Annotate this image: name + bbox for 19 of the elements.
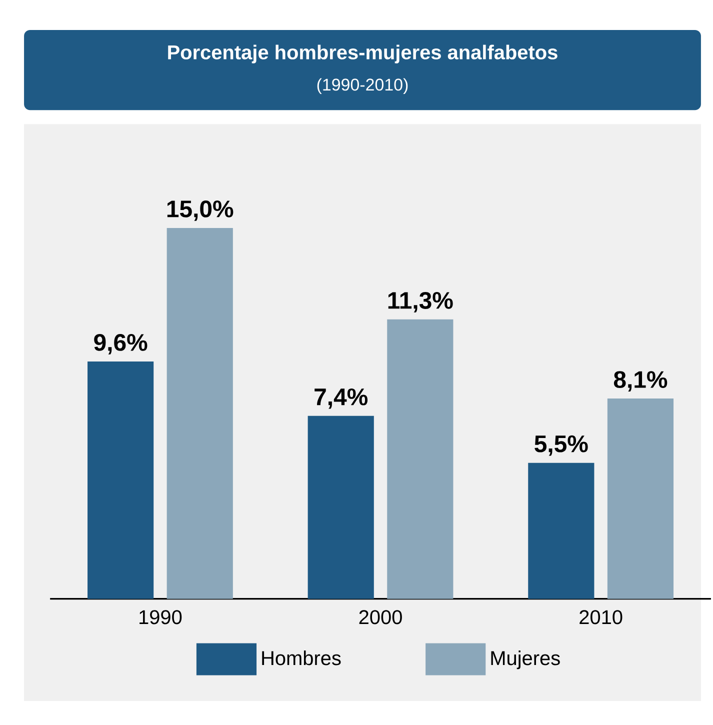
data-label: 5,5% — [534, 435, 588, 456]
data-label: 9,6% — [94, 334, 148, 354]
bar — [308, 416, 374, 599]
bar — [88, 361, 154, 599]
data-label: 8,1% — [614, 371, 668, 392]
data-label: 7,4% — [314, 388, 368, 409]
legend-label: Hombres — [262, 650, 341, 666]
data-label: 11,3% — [388, 292, 453, 312]
chart-subtitle: (1990-2010) — [317, 78, 408, 94]
legend-label: Mujeres — [491, 650, 560, 670]
bar — [387, 319, 454, 599]
bar — [166, 228, 233, 599]
chart-title: Porcentaje hombres-mujeres analfabetos — [168, 44, 558, 64]
x-tick-label: 2000 — [359, 610, 402, 624]
data-label: 15,0% — [167, 200, 234, 221]
bar — [607, 398, 674, 599]
x-tick-label: 1990 — [140, 610, 182, 624]
bar — [528, 462, 594, 599]
x-tick-label: 2010 — [580, 610, 622, 624]
